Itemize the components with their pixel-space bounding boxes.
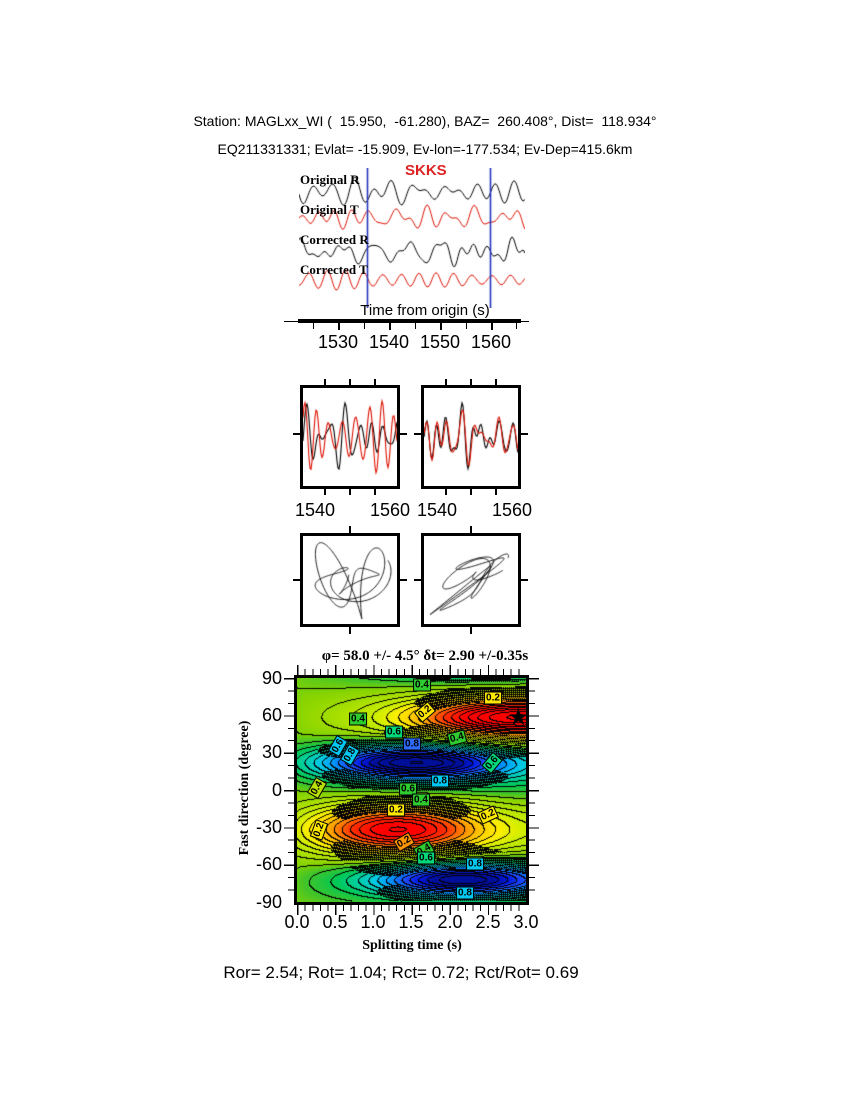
contour-right-minor-ticks (529, 678, 535, 902)
hodo-tick (414, 579, 421, 581)
pair-tick (324, 489, 326, 495)
pair-canvas-uncorrected (303, 388, 397, 486)
trace-label-original-t: Original T (300, 202, 359, 217)
seismogram-canvas (299, 168, 525, 308)
contour-level-label: 0.6 (399, 782, 417, 796)
hodo-tick (349, 627, 351, 634)
contour-level-label: 0.8 (456, 886, 474, 900)
time-tick-label: 1540 (368, 332, 410, 352)
hodo-tick (293, 579, 300, 581)
hodo-tick (470, 526, 472, 533)
header-event-line: EQ211331331; Evlat= -15.909, Ev-lon=-177… (217, 141, 633, 157)
time-axis-title: Time from origin (s) (360, 302, 490, 319)
time-axis-tick (338, 323, 340, 330)
pair-tick-label: 1540 (294, 500, 336, 520)
time-axis-minor-tick (364, 323, 365, 329)
x-tick-label: 1.5 (398, 912, 424, 932)
hodogram-box-corrected (421, 533, 521, 627)
pair-tick (374, 379, 376, 385)
pair-box-uncorrected (300, 385, 400, 489)
pair-tick (414, 433, 421, 435)
pair-tick-label: 1540 (416, 500, 458, 520)
x-tick-label: 1.0 (360, 912, 386, 932)
time-axis-bar (298, 319, 521, 323)
hodo-tick (349, 526, 351, 533)
y-tick-label: 30 (261, 742, 282, 762)
time-tick-label: 1560 (470, 332, 512, 352)
pair-tick (324, 379, 326, 385)
contour-level-label: 0.4 (349, 712, 367, 726)
hodogram-canvas-original (303, 536, 397, 624)
contour-level-label: 0.4 (413, 678, 431, 692)
header-station-line: Station: MAGLxx_WI ( 15.950, -61.280), B… (193, 113, 657, 129)
trace-label-corrected-t: Corrected T (300, 262, 368, 277)
x-tick-label: 2.5 (475, 912, 501, 932)
pair-tick (470, 379, 472, 385)
solution-star-icon: ★ (507, 703, 530, 731)
pair-tick (470, 489, 472, 495)
hodo-tick (521, 579, 528, 581)
contour-y-axis-title: Fast direction (degree) (237, 720, 252, 856)
time-axis-tick (491, 323, 493, 330)
contour-x-axis-title: Splitting time (s) (362, 938, 462, 953)
pair-tick (293, 433, 300, 435)
contour-level-label: 0.8 (403, 737, 421, 751)
trace-label-original-r: Original R (300, 172, 360, 187)
contour-bottom-minor-ticks (297, 905, 526, 911)
contour-title: φ= 58.0 +/- 4.5° δt= 2.90 +/-0.35s (321, 648, 529, 664)
contour-level-label: 0.2 (484, 691, 502, 705)
hodo-tick (470, 627, 472, 634)
pair-tick (445, 489, 447, 495)
pair-tick (495, 379, 497, 385)
contour-level-label: 0.8 (466, 857, 484, 871)
pair-box-corrected (421, 385, 521, 489)
time-axis-minor-tick (516, 323, 517, 329)
pair-tick (349, 489, 351, 495)
seismogram-panel (299, 168, 525, 308)
pair-tick (400, 433, 407, 435)
contour-level-label: 0.6 (417, 851, 435, 865)
contour-level-label: 0.2 (387, 803, 405, 817)
time-axis-tick (440, 323, 442, 330)
pair-tick (495, 489, 497, 495)
y-tick-label: -30 (255, 817, 282, 837)
x-tick-label: 3.0 (513, 912, 539, 932)
pair-canvas-corrected (424, 388, 518, 486)
time-axis-tick (389, 323, 391, 330)
pair-tick (349, 379, 351, 385)
time-axis-minor-tick (415, 323, 416, 329)
hodogram-box-original (300, 533, 400, 627)
contour-left-minor-ticks (288, 678, 294, 902)
contour-level-label: 0.6 (385, 725, 403, 739)
y-tick-label: -60 (255, 854, 282, 874)
footer-stats: Ror= 2.54; Rot= 1.04; Rct= 0.72; Rct/Rot… (223, 963, 579, 982)
y-tick-label: 90 (261, 668, 282, 688)
trace-label-corrected-r: Corrected R (300, 232, 369, 247)
x-tick-label: 0.0 (284, 912, 310, 932)
pair-tick (521, 433, 528, 435)
time-tick-label: 1530 (317, 332, 359, 352)
time-axis-minor-tick (313, 323, 314, 329)
time-axis-minor-tick (466, 323, 467, 329)
y-tick-label: 0 (271, 780, 282, 800)
hodogram-canvas-corrected (424, 536, 518, 624)
pair-tick-label: 1560 (491, 500, 533, 520)
time-tick-label: 1550 (419, 332, 461, 352)
contour-level-label: 0.8 (431, 774, 449, 788)
y-tick-label: 60 (261, 705, 282, 725)
pair-tick (374, 489, 376, 495)
pair-tick (445, 379, 447, 385)
x-tick-label: 0.5 (322, 912, 348, 932)
y-tick-label: -90 (255, 892, 282, 912)
contour-plot: ★ 0.4 0.2 0.2 0.4 0.4 0.6 0.8 0.6 0.8 0.6 0.8 0.6 0.… (294, 675, 529, 905)
pair-tick-label: 1560 (369, 500, 411, 520)
contour-level-label: 0.4 (412, 793, 430, 807)
contour-top-minor-ticks (297, 669, 526, 675)
x-tick-label: 2.0 (437, 912, 463, 932)
hodo-tick (400, 579, 407, 581)
